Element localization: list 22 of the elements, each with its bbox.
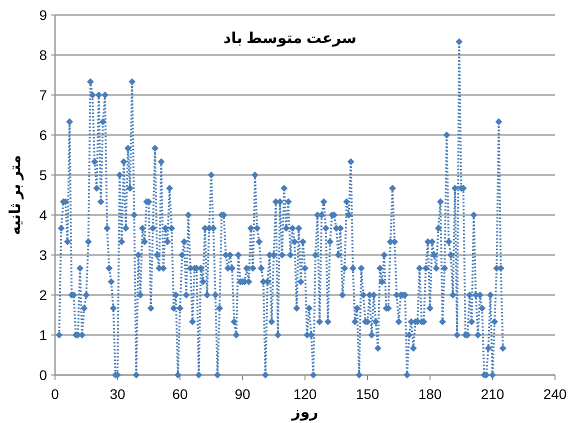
x-tick-label: 90 — [234, 386, 250, 402]
x-tick-label: 150 — [356, 386, 380, 402]
x-tick-label: 30 — [110, 386, 126, 402]
y-tick-label: 6 — [39, 127, 48, 143]
y-axis-title: متر بر ثانیه — [7, 154, 24, 236]
x-tick-label: 60 — [172, 386, 188, 402]
y-tick-label: 7 — [39, 87, 48, 103]
x-tick-label: 120 — [293, 386, 317, 402]
x-tick-label: 240 — [543, 386, 567, 402]
y-tick-label: 5 — [39, 167, 48, 183]
y-tick-label: 2 — [39, 287, 48, 303]
y-tick-label: 3 — [39, 247, 48, 263]
x-tick-label: 0 — [51, 386, 60, 402]
x-tick-label: 210 — [480, 386, 504, 402]
y-tick-label: 8 — [39, 47, 48, 63]
y-tick-label: 1 — [39, 327, 48, 343]
text: سرعت متوسط باد — [223, 30, 357, 47]
x-axis-title: روز — [290, 404, 318, 421]
y-tick-label: 9 — [39, 7, 48, 23]
y-tick-label: 0 — [39, 367, 48, 383]
x-tick-label: 180 — [418, 386, 442, 402]
y-tick-label: 4 — [39, 207, 48, 223]
